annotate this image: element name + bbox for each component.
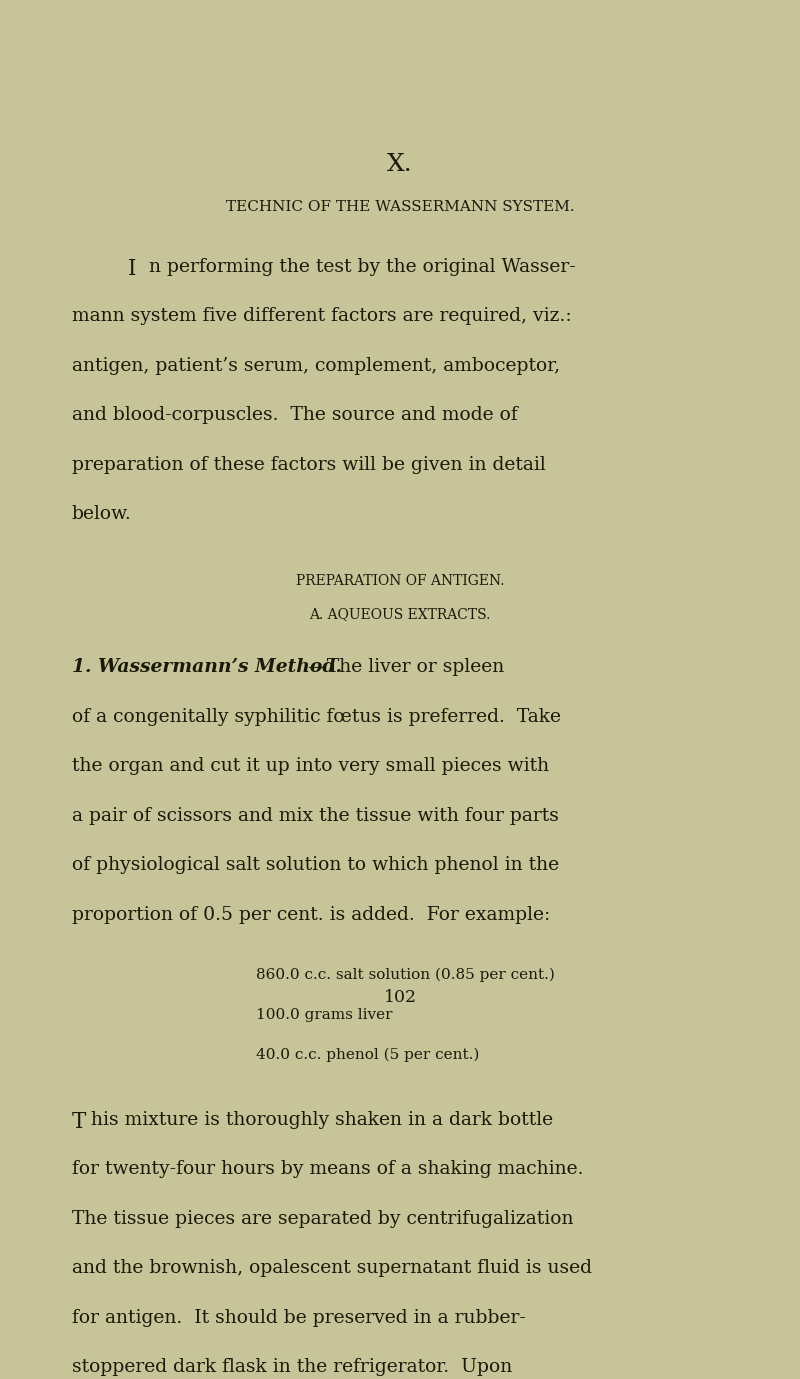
Text: below.: below. [72, 506, 132, 524]
Text: 100.0 grams liver: 100.0 grams liver [256, 1008, 393, 1022]
Text: his mixture is thoroughly shaken in a dark bottle: his mixture is thoroughly shaken in a da… [91, 1111, 554, 1129]
Text: 102: 102 [383, 989, 417, 1005]
Text: for twenty-four hours by means of a shaking machine.: for twenty-four hours by means of a shak… [72, 1161, 583, 1179]
Text: a pair of scissors and mix the tissue with four parts: a pair of scissors and mix the tissue wi… [72, 807, 559, 825]
Text: stoppered dark flask in the refrigerator.  Upon: stoppered dark flask in the refrigerator… [72, 1358, 512, 1376]
Text: and the brownish, opalescent supernatant fluid is used: and the brownish, opalescent supernatant… [72, 1259, 592, 1277]
Text: of a congenitally syphilitic fœtus is preferred.  Take: of a congenitally syphilitic fœtus is pr… [72, 707, 561, 725]
Text: I: I [128, 258, 136, 280]
Text: 40.0 c.c. phenol (5 per cent.): 40.0 c.c. phenol (5 per cent.) [256, 1048, 479, 1062]
Text: —The liver or spleen: —The liver or spleen [308, 658, 504, 676]
Text: The tissue pieces are separated by centrifugalization: The tissue pieces are separated by centr… [72, 1209, 574, 1227]
Text: and blood-corpuscles.  The source and mode of: and blood-corpuscles. The source and mod… [72, 407, 518, 425]
Text: A. AQUEOUS EXTRACTS.: A. AQUEOUS EXTRACTS. [310, 608, 490, 622]
Text: preparation of these factors will be given in detail: preparation of these factors will be giv… [72, 456, 546, 474]
Text: X.: X. [387, 153, 413, 175]
Text: T: T [72, 1111, 86, 1134]
Text: mann system five different factors are required, viz.:: mann system five different factors are r… [72, 308, 572, 325]
Text: proportion of 0.5 per cent. is added.  For example:: proportion of 0.5 per cent. is added. Fo… [72, 906, 550, 924]
Text: antigen, patient’s serum, complement, amboceptor,: antigen, patient’s serum, complement, am… [72, 357, 560, 375]
Text: of physiological salt solution to which phenol in the: of physiological salt solution to which … [72, 856, 559, 874]
Text: PREPARATION OF ANTIGEN.: PREPARATION OF ANTIGEN. [296, 574, 504, 587]
Text: n performing the test by the original Wasser-: n performing the test by the original Wa… [149, 258, 575, 276]
Text: 1. Wassermann’s Method.: 1. Wassermann’s Method. [72, 658, 342, 676]
Text: the organ and cut it up into very small pieces with: the organ and cut it up into very small … [72, 757, 549, 775]
Text: TECHNIC OF THE WASSERMANN SYSTEM.: TECHNIC OF THE WASSERMANN SYSTEM. [226, 200, 574, 214]
Text: for antigen.  It should be preserved in a rubber-: for antigen. It should be preserved in a… [72, 1309, 526, 1327]
Text: 860.0 c.c. salt solution (0.85 per cent.): 860.0 c.c. salt solution (0.85 per cent.… [256, 968, 555, 982]
